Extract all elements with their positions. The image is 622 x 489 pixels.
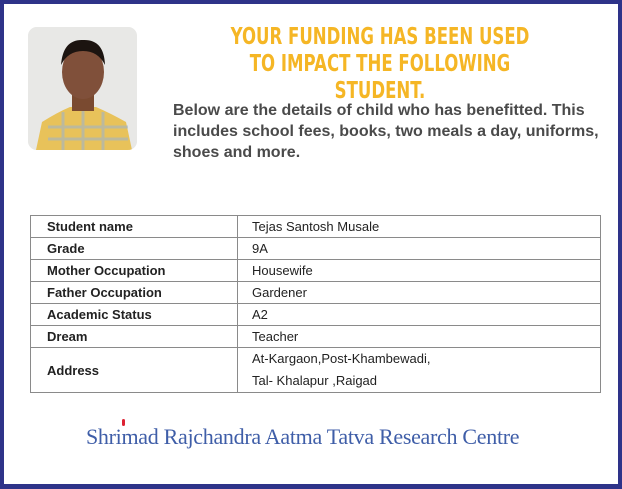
table-row: Father Occupation Gardener <box>30 281 601 304</box>
row-label: Dream <box>30 325 238 348</box>
row-label: Student name <box>30 215 238 238</box>
student-details-table: Student name Tejas Santosh Musale Grade 9A… <box>30 215 601 393</box>
table-row: Grade 9A <box>30 237 601 260</box>
row-label: Father Occupation <box>30 281 238 304</box>
row-value: Gardener <box>237 281 601 304</box>
address-line: Tal- Khalapur ,Raigad <box>252 373 378 388</box>
logo-flame-icon <box>122 419 125 426</box>
intro-text: Below are the details of child who has b… <box>173 102 599 161</box>
headline: YOUR FUNDING HAS BEEN USED TO IMPACT THE… <box>230 24 530 104</box>
row-label: Address <box>30 347 238 393</box>
row-value: Teacher <box>237 325 601 348</box>
row-label: Grade <box>30 237 238 260</box>
table-row: Student name Tejas Santosh Musale <box>30 215 601 238</box>
row-value: 9A <box>237 237 601 260</box>
row-value: Tejas Santosh Musale <box>237 215 601 238</box>
table-row: Academic Status A2 <box>30 303 601 326</box>
address-value: At-Kargaon,Post-Khambewadi, Tal- Khalapur… <box>237 347 601 393</box>
address-line: At-Kargaon,Post-Khambewadi, <box>252 351 431 366</box>
organization-logo: Shrimad Rajchandra Aatma Tatva Research … <box>86 424 520 449</box>
table-row: Dream Teacher <box>30 325 601 348</box>
row-value: A2 <box>237 303 601 326</box>
row-value: Housewife <box>237 259 601 282</box>
row-label: Mother Occupation <box>30 259 238 282</box>
student-photo <box>28 27 137 150</box>
table-row: Mother Occupation Housewife <box>30 259 601 282</box>
row-label: Academic Status <box>30 303 238 326</box>
table-row: Address At-Kargaon,Post-Khambewadi, Tal- K… <box>30 347 601 393</box>
